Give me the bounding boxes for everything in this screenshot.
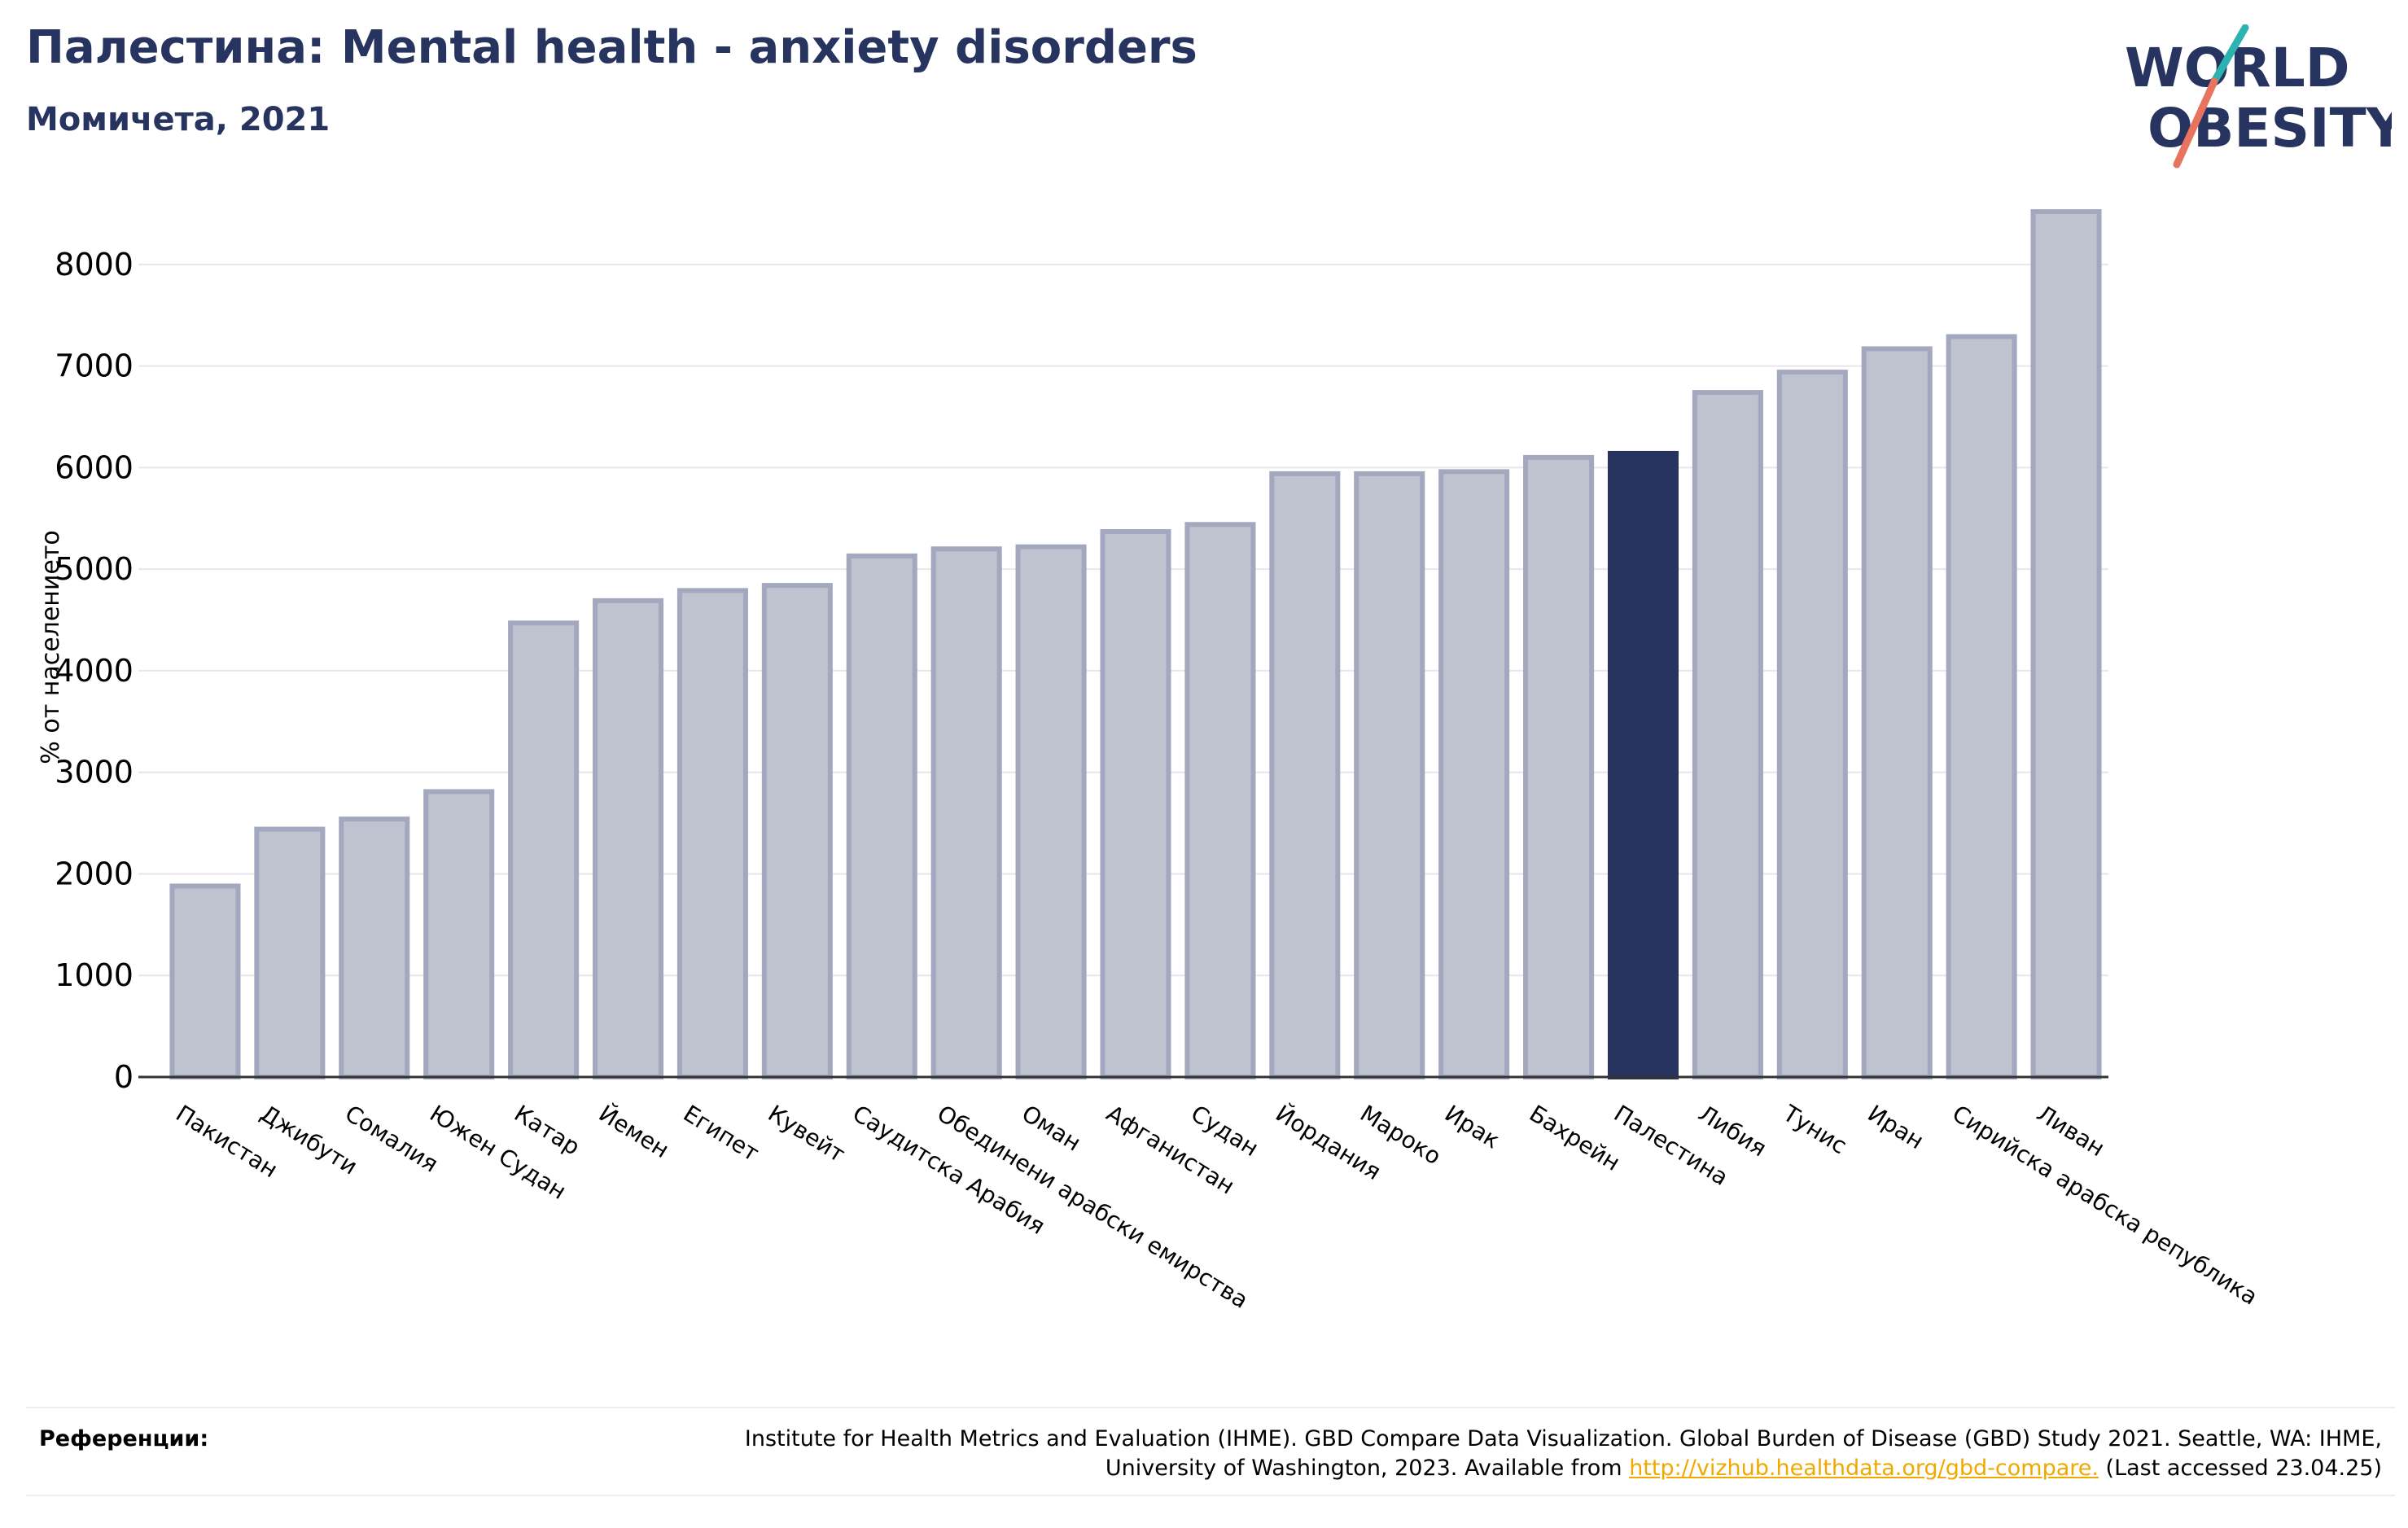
bars [169, 208, 2102, 1080]
x-tick-label: Сирийска арабска република [1947, 1100, 2262, 1311]
y-tick-label: 7000 [55, 348, 134, 384]
logo-slash-coral [2173, 77, 2218, 169]
x-tick-label: Бахрейн [1525, 1100, 1625, 1176]
bar [254, 826, 326, 1079]
bar-highlighted [1607, 450, 1679, 1079]
bar [423, 789, 495, 1079]
bar [761, 583, 833, 1079]
bar [1438, 469, 1510, 1079]
bar [1184, 522, 1256, 1079]
y-tick-label: 6000 [55, 449, 134, 485]
bar [676, 588, 748, 1079]
world-obesity-logo: WORLD OBESITY [2125, 24, 2392, 169]
bar [2030, 208, 2102, 1079]
x-tick-label: Йемен [594, 1099, 674, 1163]
bar [1015, 544, 1087, 1079]
y-tick-label: 3000 [55, 755, 134, 790]
y-tick-labels: 0 1000 2000 3000 4000 5000 6000 7000 8000 [55, 247, 134, 1095]
chart-subtitle: Момичета, 2021 [26, 101, 331, 138]
bar [1776, 370, 1848, 1079]
bar [1269, 471, 1341, 1079]
bar-chart: 0 1000 2000 3000 4000 5000 6000 7000 8000 Пакист… [37, 208, 2262, 1314]
y-tick-label: 8000 [55, 247, 134, 282]
logo-word-obesity: OBESITY [2147, 97, 2392, 160]
bar [169, 883, 241, 1080]
bar [1946, 334, 2017, 1079]
y-tick-label: 5000 [55, 551, 134, 587]
x-tick-label: Кувейт [764, 1100, 850, 1167]
bar [592, 598, 664, 1079]
x-tick-label: Тунис [1778, 1099, 1852, 1159]
bar [508, 620, 580, 1079]
bar [930, 546, 1002, 1079]
x-tick-label: Ирак [1440, 1100, 1504, 1154]
x-tick-label: Оман [1017, 1100, 1085, 1157]
y-tick-label: 2000 [55, 856, 134, 891]
bar [1692, 390, 1763, 1079]
bar [339, 817, 410, 1079]
references-citation: Institute for Health Metrics and Evaluat… [744, 1426, 2382, 1481]
references-link[interactable]: http://vizhub.healthdata.org/gbd-compare… [1629, 1456, 2099, 1481]
y-tick-label: 1000 [55, 957, 134, 993]
references-accessed: (Last accessed 23.04.25) [2098, 1456, 2382, 1481]
references-text: Institute for Health Metrics and Evaluat… [672, 1425, 2382, 1483]
bar [1861, 346, 1933, 1080]
chart-title: Палестина: Mental health - anxiety disor… [26, 21, 1197, 74]
x-tick-label: Иран [1863, 1100, 1929, 1154]
logo-slash-teal [2210, 24, 2249, 85]
references-label: Референции: [39, 1426, 209, 1451]
bar [1523, 454, 1595, 1079]
bar [1354, 471, 1425, 1079]
references-section: Референции: Institute for Health Metrics… [26, 1407, 2395, 1496]
bar [846, 553, 917, 1079]
y-tick-label: 4000 [55, 653, 134, 689]
x-tick-label: Египет [679, 1100, 764, 1167]
y-tick-label: 0 [114, 1059, 134, 1095]
y-axis-label: % от населението [37, 530, 65, 764]
bar [1100, 528, 1171, 1079]
